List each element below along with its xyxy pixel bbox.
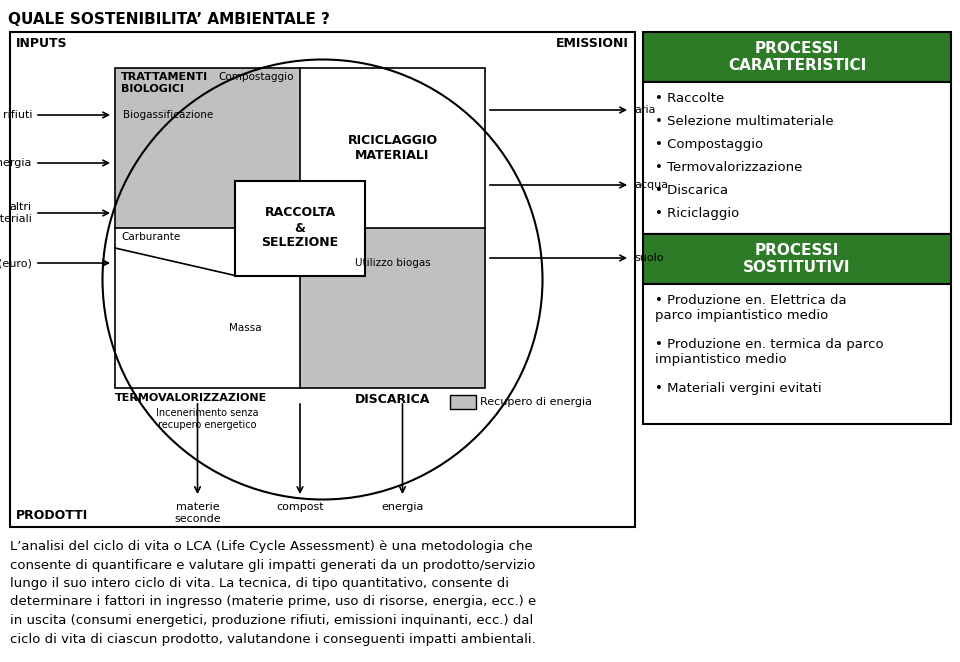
Text: • Produzione en. Elettrica da
parco impiantistico medio: • Produzione en. Elettrica da parco impi… (655, 294, 847, 322)
Text: Carburante: Carburante (121, 232, 180, 242)
Text: Incenerimento senza
recupero energetico: Incenerimento senza recupero energetico (156, 408, 259, 430)
Bar (115, 68, 300, 228)
Text: • Compostaggio: • Compostaggio (655, 138, 763, 151)
Text: • Discarica: • Discarica (655, 184, 728, 197)
Text: Massa: Massa (228, 323, 261, 333)
Text: EMISSIONI: EMISSIONI (556, 37, 629, 50)
Text: aria: aria (634, 105, 656, 115)
Text: RICICLAGGIO
MATERIALI: RICICLAGGIO MATERIALI (348, 134, 438, 162)
Bar (643, 234, 951, 284)
Bar (10, 32, 635, 527)
Text: Utilizzo biogas: Utilizzo biogas (354, 258, 430, 268)
Text: • Materiali vergini evitati: • Materiali vergini evitati (655, 382, 822, 395)
Text: suolo: suolo (634, 253, 663, 263)
Text: compost: compost (276, 502, 324, 512)
Text: rifiuti: rifiuti (3, 110, 32, 120)
Text: L’analisi del ciclo di vita o LCA (Life Cycle Assessment) è una metodologia che
: L’analisi del ciclo di vita o LCA (Life … (10, 540, 537, 645)
Text: • Selezione multimateriale: • Selezione multimateriale (655, 115, 833, 128)
Text: • Raccolte: • Raccolte (655, 92, 724, 105)
Text: PROCESSI
SOSTITUTIVI: PROCESSI SOSTITUTIVI (743, 243, 851, 275)
Text: RACCOLTA
&
SELEZIONE: RACCOLTA & SELEZIONE (261, 207, 339, 250)
Bar (643, 32, 951, 82)
Text: Recupero di energia: Recupero di energia (480, 397, 592, 407)
Text: DISCARICA: DISCARICA (355, 393, 430, 406)
Text: acqua: acqua (634, 180, 668, 190)
Text: Biogassificazione: Biogassificazione (123, 110, 213, 120)
Text: TRATTAMENTI
BIOLOGICI: TRATTAMENTI BIOLOGICI (121, 72, 208, 93)
Text: materie
seconde: materie seconde (174, 502, 221, 524)
Bar (300, 228, 485, 388)
Text: energia: energia (0, 158, 32, 168)
Text: • Termovalorizzazione: • Termovalorizzazione (655, 161, 803, 174)
Text: INPUTS: INPUTS (16, 37, 67, 50)
Text: energia: energia (381, 502, 423, 512)
Bar (643, 284, 951, 424)
Text: altri
materiali: altri materiali (0, 202, 32, 224)
Text: QUALE SOSTENIBILITA’ AMBIENTALE ?: QUALE SOSTENIBILITA’ AMBIENTALE ? (8, 12, 330, 27)
Text: PROCESSI
CARATTERISTICI: PROCESSI CARATTERISTICI (728, 41, 866, 73)
Text: (euro): (euro) (0, 258, 32, 268)
Text: Compostaggio: Compostaggio (219, 72, 294, 82)
Text: • Produzione en. termica da parco
impiantistico medio: • Produzione en. termica da parco impian… (655, 338, 883, 366)
Bar (643, 82, 951, 234)
Bar (115, 68, 485, 388)
Text: PRODOTTI: PRODOTTI (16, 509, 88, 522)
Bar (450, 395, 476, 409)
Text: • Riciclaggio: • Riciclaggio (655, 207, 739, 220)
Text: TERMOVALORIZZAZIONE: TERMOVALORIZZAZIONE (115, 393, 267, 403)
Bar (235, 181, 365, 275)
